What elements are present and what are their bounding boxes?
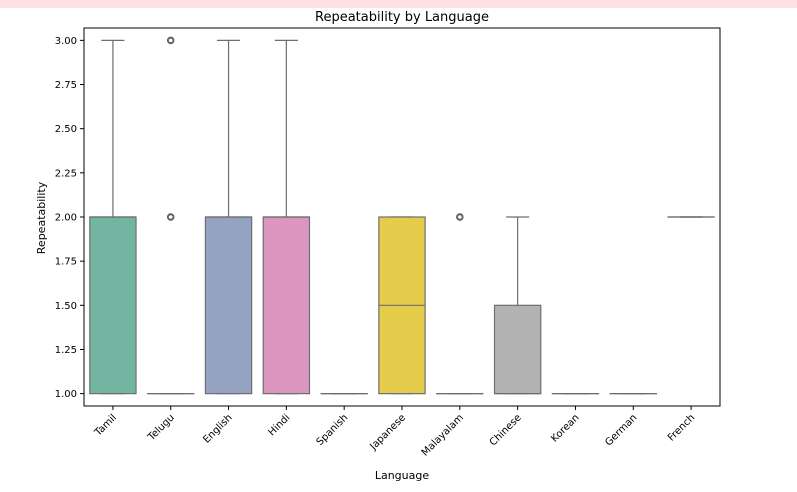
y-tick-label-2: 1.50 bbox=[55, 301, 77, 312]
x-tick-label-telugu: Telugu bbox=[145, 412, 176, 443]
y-tick-label-6: 2.50 bbox=[55, 124, 77, 135]
y-tick-label-7: 2.75 bbox=[55, 80, 77, 91]
plot-area: 1.00 1.25 1.50 1.75 2.00 2.25 2.50 2.75 3.00 Tami… bbox=[55, 28, 720, 459]
x-tick-label-japanese: Japanese bbox=[368, 412, 409, 453]
x-axis-label: Language bbox=[375, 469, 430, 482]
box-english bbox=[205, 217, 251, 394]
chart-title: Repeatability by Language bbox=[315, 10, 489, 25]
x-tick-label-spanish: Spanish bbox=[315, 412, 351, 448]
x-tick-label-malayalam: Malayalam bbox=[420, 412, 466, 458]
x-tick-label-tamil: Tamil bbox=[92, 412, 119, 439]
x-tick-label-korean: Korean bbox=[549, 412, 581, 444]
x-tick-label-chinese: Chinese bbox=[488, 412, 524, 448]
y-tick-label-3: 1.75 bbox=[55, 257, 77, 268]
box-chinese bbox=[495, 305, 541, 393]
x-tick-label-hindi: Hindi bbox=[266, 412, 292, 438]
box-hindi bbox=[263, 217, 309, 394]
box-tamil bbox=[90, 217, 136, 394]
x-tick-label-german: German bbox=[603, 412, 639, 448]
y-tick-label-8: 3.00 bbox=[55, 36, 77, 47]
y-tick-label-1: 1.25 bbox=[55, 345, 77, 356]
outlier-ring-telugu-1 bbox=[169, 38, 173, 42]
outlier-ring-malayalam-0 bbox=[458, 215, 462, 219]
y-axis-label: Repeatability bbox=[35, 181, 48, 254]
x-tick-label-french: French bbox=[666, 412, 697, 443]
y-tick-label-0: 1.00 bbox=[55, 389, 77, 400]
y-tick-label-4: 2.00 bbox=[55, 213, 77, 224]
x-tick-label-english: English bbox=[201, 412, 234, 445]
outlier-ring-telugu-0 bbox=[169, 215, 173, 219]
y-tick-label-5: 2.25 bbox=[55, 168, 77, 179]
